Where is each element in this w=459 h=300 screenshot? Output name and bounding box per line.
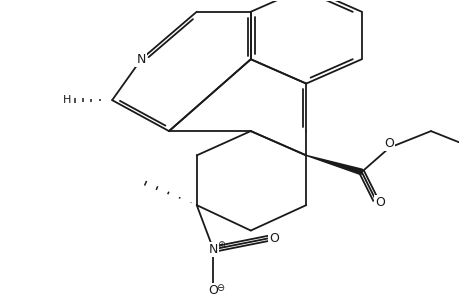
Text: H: H: [62, 95, 71, 105]
Text: N: N: [136, 53, 146, 66]
Polygon shape: [306, 155, 362, 175]
Text: O: O: [268, 232, 278, 245]
Text: $\oplus$: $\oplus$: [216, 239, 225, 250]
Text: O: O: [208, 284, 218, 298]
Text: O: O: [384, 137, 393, 150]
Text: O: O: [375, 196, 385, 209]
Text: $\ominus$: $\ominus$: [215, 281, 224, 292]
Text: N: N: [208, 243, 218, 256]
